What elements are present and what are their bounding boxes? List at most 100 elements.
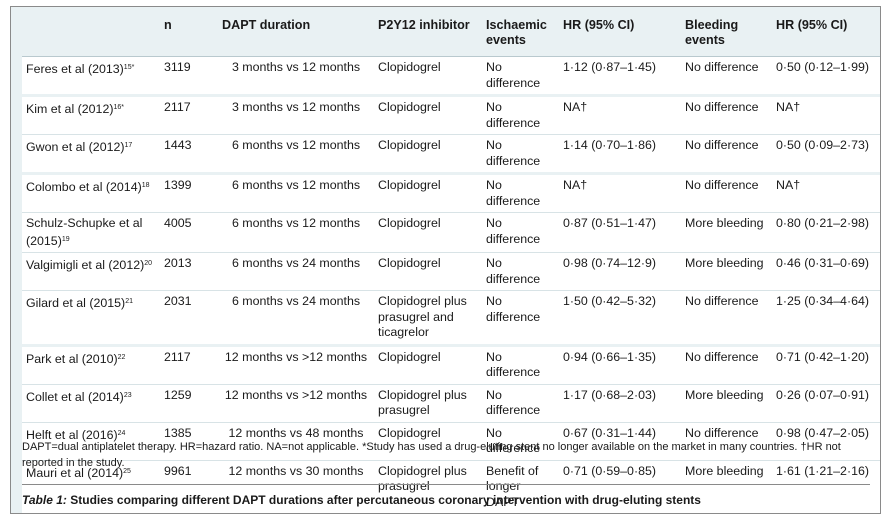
table-row: Gwon et al (2012)17 1443 6 months vs 12 mo…	[22, 134, 880, 174]
inhibitor-cell: Clopidogrel	[374, 212, 482, 253]
ischaemic-cell: No difference	[482, 252, 559, 291]
inhibitor-cell: Clopidogrel	[374, 56, 482, 96]
duration-cell: 12 months vs >12 months	[218, 343, 374, 385]
inhibitor-cell-text: Clopidogrel	[378, 256, 441, 270]
hr-ischaemic-cell-text: NA†	[563, 178, 588, 192]
study-cell: Helft et al (2016)24	[22, 422, 160, 461]
hr-bleeding-cell-text: NA†	[776, 100, 801, 114]
study-cell: Gwon et al (2012)17	[22, 134, 160, 174]
header-hr-ischaemic: HR (95% CI)	[559, 15, 681, 57]
inhibitor-cell: Clopidogrel plus prasugrel and ticagrelo…	[374, 290, 482, 346]
n-cell-text: 1385	[164, 425, 192, 440]
study-cell: Gilard et al (2015)21	[22, 290, 160, 346]
header-study	[22, 15, 160, 57]
hr-bleeding-cell: 0·71 (0·42–1·20)	[772, 343, 880, 385]
duration-cell-text: 6 months vs 12 months	[231, 178, 361, 192]
duration-cell-text: 12 months vs 30 months	[228, 463, 364, 478]
table-body: Feres et al (2013)15* 3119 3 months vs 12 …	[22, 56, 880, 513]
bleeding-cell: More bleeding	[681, 252, 772, 291]
table-footnote: DAPT=dual antiplatelet therapy. HR=hazar…	[22, 441, 841, 469]
reference-superscript: 24	[117, 429, 126, 437]
study-cell: Colombo et al (2014)18	[22, 172, 160, 213]
inhibitor-cell-text: Clopidogrel plus prasugrel	[378, 463, 467, 494]
ischaemic-cell-text: No difference	[486, 216, 541, 246]
ischaemic-cell: Benefit of longer DAPT	[482, 460, 559, 513]
table-caption: Table 1: Studies comparing different DAP…	[22, 493, 701, 507]
study-cell-text: Mauri et al (2014)	[26, 465, 124, 480]
inhibitor-cell: Clopidogrel plus prasugrel	[374, 460, 482, 513]
ischaemic-cell-text: No difference	[486, 178, 541, 208]
inhibitor-cell-text: Clopidogrel	[378, 349, 441, 364]
bleeding-cell: No difference	[681, 172, 772, 213]
hr-bleeding-cell: 0·98 (0·47–2·05)	[772, 422, 880, 461]
inhibitor-cell: Clopidogrel	[374, 134, 482, 174]
ischaemic-cell-text: No difference	[486, 387, 541, 418]
ischaemic-cell-text: No difference	[486, 425, 541, 456]
reference-superscript: 23	[123, 391, 132, 399]
ischaemic-cell-text: No difference	[486, 60, 541, 90]
hr-ischaemic-cell-text: 1·50 (0·42–5·32)	[563, 294, 656, 308]
hr-bleeding-cell-text: 0·26 (0·07–0·91)	[776, 387, 869, 402]
duration-cell-text: 6 months vs 24 months	[231, 256, 361, 270]
study-cell-text: Collet et al (2014)	[26, 389, 124, 404]
hr-bleeding-cell: NA†	[772, 172, 880, 213]
n-cell: 3119	[160, 56, 218, 96]
reference-superscript: 16*	[113, 104, 124, 111]
hr-bleeding-cell: 1·25 (0·34–4·64)	[772, 290, 880, 346]
ischaemic-cell: No difference	[482, 343, 559, 385]
hr-ischaemic-cell: NA†	[559, 94, 681, 135]
n-cell-text: 3119	[164, 60, 191, 74]
ischaemic-cell: No difference	[482, 56, 559, 96]
bleeding-cell-text: No difference	[685, 100, 759, 114]
reference-superscript: 19	[61, 235, 70, 243]
duration-cell: 6 months vs 24 months	[218, 252, 374, 291]
duration-cell-text: 12 months vs 48 months	[228, 425, 364, 440]
n-cell: 9961	[160, 460, 218, 513]
header-row: n DAPT duration P2Y12 inhibitor Ischaemi…	[22, 15, 880, 57]
duration-cell: 6 months vs 24 months	[218, 290, 374, 346]
study-cell-text: Gilard et al (2015)	[26, 296, 126, 310]
hr-ischaemic-cell-text: 0·87 (0·51–1·47)	[563, 216, 656, 230]
hr-ischaemic-cell: 0·98 (0·74–12·9)	[559, 252, 681, 291]
bleeding-cell: More bleeding	[681, 212, 772, 253]
header-ischaemic-events: Ischaemic events	[482, 15, 559, 57]
hr-ischaemic-cell: 0·71 (0·59–0·85)	[559, 460, 681, 513]
duration-cell: 3 months vs 12 months	[218, 94, 374, 135]
duration-cell: 3 months vs 12 months	[218, 56, 374, 96]
reference-superscript: 25	[123, 467, 131, 475]
inhibitor-cell-text: Clopidogrel plus prasugrel	[378, 387, 467, 418]
ischaemic-cell-text: No difference	[486, 138, 541, 168]
inhibitor-cell: Clopidogrel	[374, 94, 482, 135]
inhibitor-cell-text: Clopidogrel	[378, 100, 441, 114]
inhibitor-cell-text: Clopidogrel plus prasugrel and ticagrelo…	[378, 294, 467, 339]
hr-ischaemic-cell: 1·17 (0·68–2·03)	[559, 384, 681, 423]
ischaemic-cell: No difference	[482, 290, 559, 346]
hr-ischaemic-cell: 0·94 (0·66–1·35)	[559, 343, 681, 385]
duration-cell: 12 months vs 48 months	[218, 422, 374, 461]
inhibitor-cell-text: Clopidogrel	[378, 425, 441, 440]
hr-ischaemic-cell: 1·12 (0·87–1·45)	[559, 56, 681, 96]
bleeding-cell: More bleeding	[681, 384, 772, 423]
n-cell: 2013	[160, 252, 218, 291]
n-cell: 1385	[160, 422, 218, 461]
n-cell: 1443	[160, 134, 218, 174]
study-cell: Schulz-Schupke et al (2015)19	[22, 212, 160, 253]
inhibitor-cell: Clopidogrel	[374, 422, 482, 461]
table-row: Park et al (2010)22 2117 12 months vs >12 …	[22, 343, 880, 385]
bleeding-cell-text: More bleeding	[685, 463, 764, 478]
bleeding-cell: No difference	[681, 290, 772, 346]
hr-ischaemic-cell-text: 1·12 (0·87–1·45)	[563, 60, 656, 74]
bleeding-cell-text: More bleeding	[685, 216, 764, 230]
n-cell-text: 2013	[164, 256, 192, 270]
ischaemic-cell-text: No difference	[486, 100, 541, 130]
duration-cell: 6 months vs 12 months	[218, 172, 374, 213]
duration-cell-text: 6 months vs 12 months	[231, 138, 361, 152]
ischaemic-cell: No difference	[482, 172, 559, 213]
n-cell-text: 9961	[164, 463, 192, 478]
study-cell-text: Helft et al (2016)	[26, 427, 118, 442]
table-row: Colombo et al (2014)18 1399 6 months vs 12…	[22, 172, 880, 213]
hr-ischaemic-cell-text: 1·17 (0·68–2·03)	[563, 387, 656, 402]
bleeding-cell-text: More bleeding	[685, 387, 764, 402]
header-bleeding-events: Bleeding events	[681, 15, 772, 57]
hr-ischaemic-cell-text: 1·14 (0·70–1·86)	[563, 138, 656, 152]
